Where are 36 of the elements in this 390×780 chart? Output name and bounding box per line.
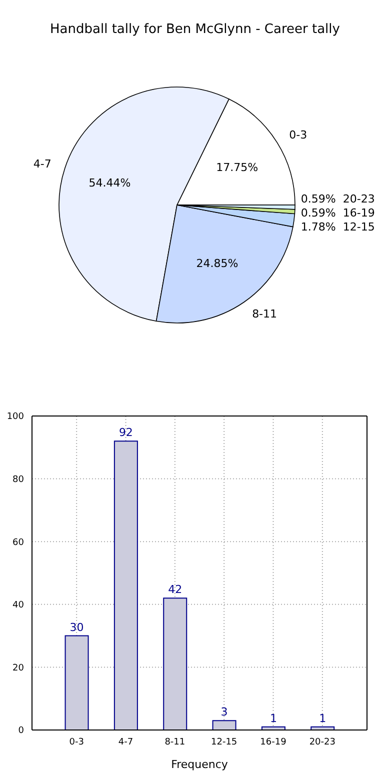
x-tick-label: 4-7 (118, 737, 134, 748)
x-tick-label: 0-3 (69, 737, 84, 748)
bar (114, 440, 138, 730)
y-tick-label: 100 (6, 412, 24, 422)
slice-label: 4-7 (33, 157, 52, 170)
slice-label: 0-3 (289, 128, 308, 142)
data-label: 1.78% (300, 220, 336, 234)
data-label: 30 (70, 620, 84, 634)
slice-label: 16-19 (342, 206, 375, 220)
data-label: 1 (319, 712, 326, 725)
x-tick-label: 12-15 (211, 737, 238, 748)
data-label: 54.44% (88, 176, 131, 190)
bar (212, 720, 236, 730)
y-tick-label: 80 (12, 474, 24, 485)
slice-label: 12-15 (342, 220, 375, 234)
data-label: 1 (270, 712, 277, 725)
chart-title: Handball tally for Ben McGlynn - Career tally (49, 21, 341, 39)
data-label: 42 (168, 583, 182, 596)
data-label: 0.59% (300, 192, 336, 206)
data-label: 3 (220, 706, 228, 719)
bar (163, 598, 188, 730)
data-label: 24.85% (196, 256, 238, 270)
x-axis-title: Frequency (171, 758, 228, 771)
y-tick-label: 40 (12, 600, 24, 611)
x-tick-label: 16-19 (260, 737, 287, 748)
slice-label: 20-23 (342, 192, 375, 206)
y-tick-label: 60 (12, 538, 24, 548)
slice-label: 8-11 (252, 307, 278, 320)
x-tick-label: 20-23 (309, 737, 336, 748)
data-label: 17.75% (216, 161, 258, 174)
bar (64, 635, 89, 730)
y-tick-label: 0 (18, 726, 24, 736)
data-label: 92 (118, 426, 133, 440)
x-tick-label: 8-11 (164, 737, 186, 748)
data-label: 0.59% (300, 206, 336, 220)
y-tick-label: 20 (12, 663, 24, 674)
